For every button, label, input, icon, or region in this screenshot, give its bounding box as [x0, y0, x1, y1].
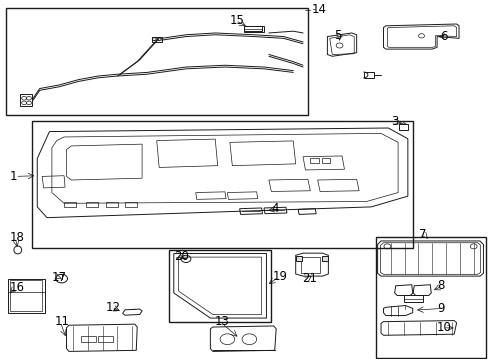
Text: 16: 16	[9, 281, 24, 294]
Text: 10: 10	[436, 321, 451, 334]
Text: 4: 4	[271, 202, 278, 215]
Text: 3: 3	[390, 116, 397, 129]
Bar	[32, 121, 412, 248]
Bar	[375, 237, 485, 357]
Bar	[10, 280, 42, 311]
Polygon shape	[322, 256, 327, 261]
Bar	[86, 202, 98, 207]
Text: 17: 17	[52, 271, 67, 284]
Text: 8: 8	[436, 279, 444, 292]
Bar	[5, 8, 307, 116]
Text: 6: 6	[440, 30, 447, 43]
Bar	[125, 202, 137, 207]
Text: 15: 15	[229, 14, 244, 27]
Bar	[310, 158, 319, 163]
Text: 11: 11	[54, 315, 69, 328]
Text: 18: 18	[9, 231, 24, 244]
Bar	[8, 279, 44, 313]
Text: 19: 19	[272, 270, 287, 283]
Bar	[105, 202, 118, 207]
Text: 20: 20	[173, 249, 188, 262]
Text: 1: 1	[9, 170, 17, 183]
Text: 12: 12	[105, 301, 120, 314]
Polygon shape	[296, 256, 302, 261]
Text: 13: 13	[214, 315, 229, 328]
Bar	[64, 202, 76, 207]
Bar	[321, 158, 330, 163]
Text: 7: 7	[418, 228, 425, 241]
Bar	[98, 336, 113, 342]
Bar	[404, 296, 422, 302]
Text: 21: 21	[302, 272, 316, 285]
Bar	[81, 336, 96, 342]
Bar	[168, 250, 271, 321]
Text: 9: 9	[436, 302, 444, 315]
Text: 5: 5	[333, 29, 341, 42]
Text: 14: 14	[311, 3, 326, 16]
